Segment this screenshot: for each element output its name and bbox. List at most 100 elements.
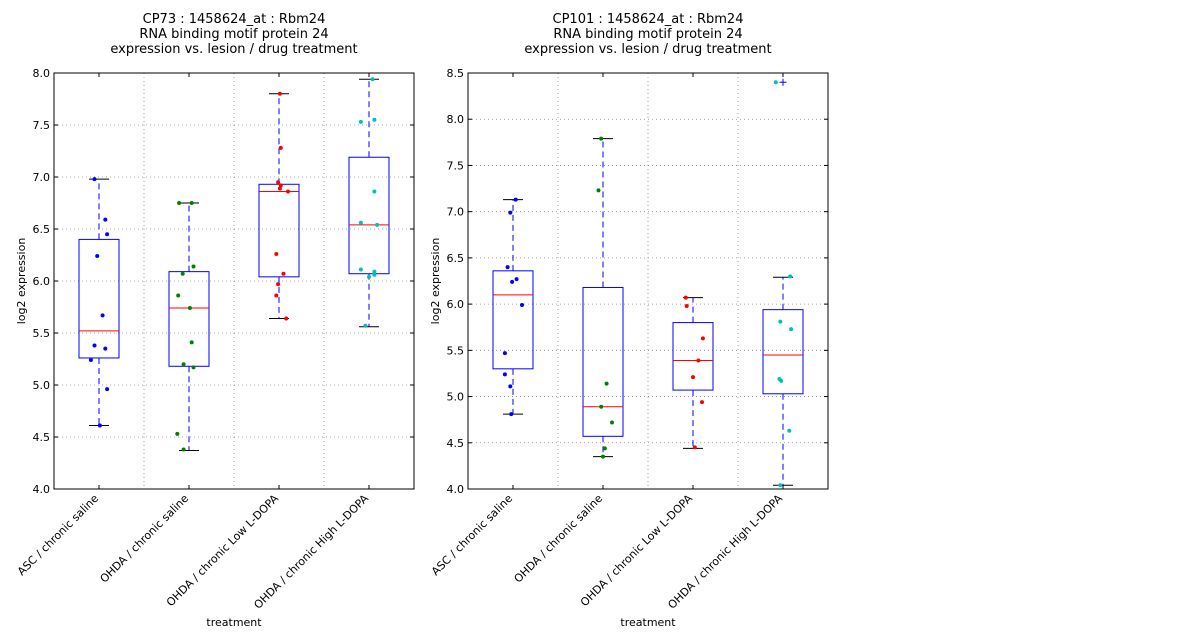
data-point xyxy=(692,445,697,450)
data-point xyxy=(277,186,282,191)
box-flier xyxy=(779,78,787,86)
data-point xyxy=(505,265,510,270)
data-point xyxy=(520,303,524,308)
data-point xyxy=(358,220,363,225)
data-point xyxy=(778,483,783,488)
data-point xyxy=(88,358,93,363)
y-tick-label: 5.0 xyxy=(33,379,51,392)
data-point xyxy=(276,180,281,185)
data-point xyxy=(367,274,371,279)
data-point xyxy=(97,423,102,428)
x-tick-label: ASC / chronic saline xyxy=(15,492,101,578)
x-tick-label: OHDA / chronic saline xyxy=(98,492,192,586)
data-point xyxy=(683,295,688,300)
data-point xyxy=(604,381,609,386)
data-point xyxy=(105,387,110,392)
y-tick-label: 7.0 xyxy=(33,171,51,184)
data-point xyxy=(358,267,363,272)
data-point xyxy=(180,271,185,276)
y-tick-label: 8.5 xyxy=(447,67,465,80)
data-point xyxy=(596,188,601,193)
y-tick-label: 4.5 xyxy=(447,437,465,450)
data-point xyxy=(358,119,363,124)
data-point xyxy=(602,446,607,451)
y-tick-label: 8.0 xyxy=(33,67,51,80)
y-axis-label: log2 expression xyxy=(15,238,28,325)
data-point xyxy=(787,428,792,433)
chart-title-line: RNA binding motif protein 24 xyxy=(553,27,742,42)
y-axis-label: log2 expression xyxy=(429,238,442,325)
data-point xyxy=(700,336,705,341)
data-point xyxy=(696,358,701,363)
data-point xyxy=(175,431,180,436)
data-point xyxy=(100,313,105,318)
y-tick-label: 6.0 xyxy=(447,298,465,311)
chart-title-line: expression vs. lesion / drug treatment xyxy=(110,42,357,57)
x-tick-label: OHDA / chronic saline xyxy=(512,492,606,586)
data-point xyxy=(789,327,794,332)
data-point xyxy=(274,251,279,256)
box-iqr xyxy=(78,238,120,359)
chart-title-line: expression vs. lesion / drug treatment xyxy=(524,42,771,57)
box-iqr xyxy=(168,271,210,367)
data-point xyxy=(278,183,283,188)
data-point xyxy=(286,189,290,194)
data-point xyxy=(92,343,97,348)
data-point xyxy=(191,365,196,370)
box-iqr xyxy=(672,322,714,391)
box-iqr xyxy=(258,183,300,278)
box-iqr xyxy=(492,270,534,370)
data-point xyxy=(181,362,186,367)
data-point xyxy=(278,145,283,150)
data-point xyxy=(105,232,110,237)
y-tick-label: 4.0 xyxy=(447,483,465,496)
data-point xyxy=(274,293,279,298)
data-point xyxy=(372,269,377,274)
y-tick-label: 5.5 xyxy=(447,344,465,357)
y-tick-label: 6.5 xyxy=(33,223,51,236)
box-iqr xyxy=(348,156,390,275)
plot-frame xyxy=(467,72,829,490)
data-point xyxy=(284,316,289,321)
data-point xyxy=(502,372,507,377)
data-point xyxy=(773,80,778,85)
y-tick-label: 6.5 xyxy=(447,252,465,265)
data-point xyxy=(177,201,182,205)
chart-title-line: CP101 : 1458624_at : Rbm24 xyxy=(553,12,744,27)
data-point xyxy=(189,201,194,205)
data-point xyxy=(514,277,519,282)
data-point xyxy=(509,412,514,417)
data-point xyxy=(363,323,368,328)
data-point xyxy=(778,319,783,324)
data-point xyxy=(189,340,194,345)
data-point xyxy=(372,117,377,122)
box-iqr xyxy=(582,286,624,437)
data-point xyxy=(103,217,108,222)
chart-title-line: CP73 : 1458624_at : Rbm24 xyxy=(143,12,326,27)
data-point xyxy=(601,454,605,459)
x-axis-label: treatment xyxy=(620,616,676,629)
data-point xyxy=(599,404,604,409)
data-point xyxy=(276,282,281,287)
y-tick-label: 7.0 xyxy=(447,206,465,219)
data-point xyxy=(788,274,793,279)
data-point xyxy=(508,210,513,215)
data-point xyxy=(599,136,604,141)
data-point xyxy=(372,189,377,194)
y-tick-label: 5.0 xyxy=(447,391,465,404)
data-point xyxy=(684,303,689,308)
data-point xyxy=(375,222,380,227)
y-tick-label: 7.5 xyxy=(447,159,465,172)
data-point xyxy=(370,77,375,82)
data-point xyxy=(176,293,181,298)
data-point xyxy=(191,264,196,269)
x-tick-label: ASC / chronic saline xyxy=(429,492,515,578)
data-point xyxy=(691,375,695,380)
data-point xyxy=(508,384,513,389)
data-point xyxy=(372,272,377,277)
y-tick-label: 8.0 xyxy=(447,113,465,126)
data-point xyxy=(103,346,108,351)
